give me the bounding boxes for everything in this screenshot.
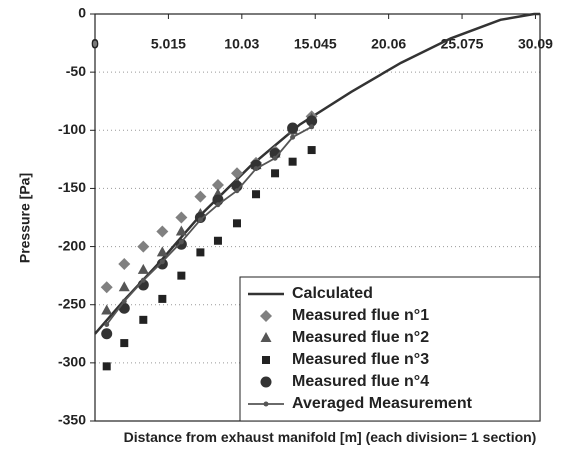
legend-label: Measured flue n°2 bbox=[292, 329, 429, 346]
square-marker bbox=[102, 362, 111, 371]
dot-marker bbox=[309, 124, 315, 130]
y-tick-label: -50 bbox=[66, 63, 86, 79]
legend-label: Averaged Measurement bbox=[292, 395, 473, 412]
square-marker bbox=[177, 271, 186, 280]
circle-marker bbox=[118, 302, 130, 314]
dot-marker bbox=[159, 259, 165, 265]
square-marker bbox=[213, 236, 222, 245]
dot-marker bbox=[215, 202, 221, 208]
series-line bbox=[94, 12, 540, 335]
legend-label: Measured flue n°4 bbox=[292, 373, 429, 390]
triangle-marker bbox=[260, 332, 272, 342]
y-axis-label: Pressure [Pa] bbox=[17, 173, 33, 263]
legend-box bbox=[239, 276, 541, 422]
square-marker bbox=[252, 190, 261, 199]
circle-marker bbox=[287, 122, 299, 134]
x-tick-label: 10.03 bbox=[224, 36, 259, 52]
x-axis-label: Distance from exhaust manifold [m] (each… bbox=[123, 429, 537, 445]
square-marker bbox=[307, 146, 316, 155]
series-line bbox=[105, 126, 313, 326]
circle-marker bbox=[101, 328, 113, 340]
circle-marker bbox=[260, 376, 272, 388]
y-tick-label: -350 bbox=[58, 412, 86, 428]
dot-marker bbox=[178, 239, 184, 245]
x-tick-label: 20.06 bbox=[371, 36, 406, 52]
y-tick-label: -100 bbox=[58, 121, 86, 137]
dot-marker bbox=[104, 321, 110, 327]
diamond-marker bbox=[100, 281, 113, 294]
circle-marker bbox=[306, 115, 318, 127]
x-tick-label: 25.075 bbox=[441, 36, 484, 52]
dot-marker bbox=[121, 298, 127, 304]
dot-marker bbox=[290, 134, 296, 140]
diamond-marker bbox=[230, 167, 243, 180]
diamond-marker bbox=[118, 258, 131, 271]
square-marker bbox=[196, 248, 205, 257]
square-marker bbox=[271, 169, 280, 178]
diamond-marker bbox=[194, 190, 207, 203]
dot-marker bbox=[253, 166, 259, 172]
triangle-marker bbox=[156, 246, 168, 257]
diamond-marker bbox=[211, 178, 224, 191]
dot-marker bbox=[140, 277, 146, 283]
y-tick-label: -200 bbox=[58, 237, 86, 253]
y-tick-label: -250 bbox=[58, 295, 86, 311]
diamond-marker bbox=[175, 211, 188, 224]
square-marker bbox=[232, 219, 241, 228]
square-marker bbox=[262, 356, 270, 364]
y-tick-label: -150 bbox=[58, 179, 86, 195]
x-tick-label: 15.045 bbox=[294, 36, 337, 52]
square-marker bbox=[120, 339, 129, 348]
dot-marker bbox=[197, 217, 203, 223]
triangle-marker bbox=[101, 304, 113, 315]
x-tick-label: 30.09 bbox=[518, 36, 553, 52]
diamond-marker bbox=[260, 310, 272, 322]
dot-marker bbox=[272, 155, 278, 161]
dot-marker bbox=[263, 401, 269, 407]
square-marker bbox=[158, 294, 167, 303]
y-tick-label: 0 bbox=[78, 5, 86, 21]
diamond-marker bbox=[156, 225, 169, 238]
triangle-marker bbox=[175, 225, 187, 236]
legend: Calculated Measured flue n°1 Measured flue… bbox=[239, 276, 541, 422]
square-marker bbox=[288, 157, 297, 166]
legend-label: Calculated bbox=[292, 285, 373, 302]
legend-label: Measured flue n°1 bbox=[292, 307, 429, 324]
dot-marker bbox=[234, 188, 240, 194]
square-marker bbox=[139, 315, 148, 324]
legend-label: Measured flue n°3 bbox=[292, 351, 429, 368]
triangle-marker bbox=[137, 263, 149, 274]
y-tick-label: -300 bbox=[58, 354, 86, 370]
x-tick-label: 5.015 bbox=[151, 36, 186, 52]
triangle-marker bbox=[118, 281, 130, 292]
diamond-marker bbox=[137, 240, 150, 253]
